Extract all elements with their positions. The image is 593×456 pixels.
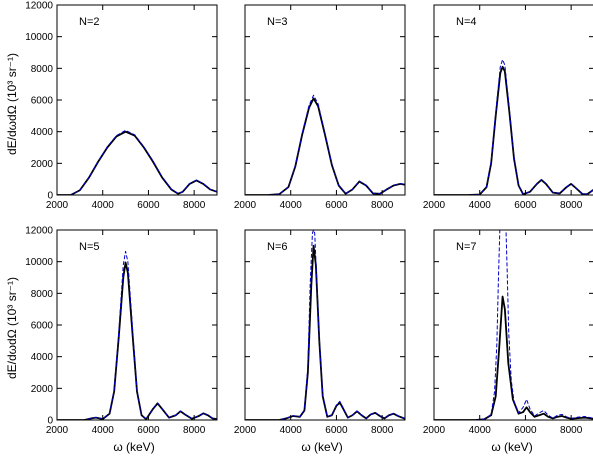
y-tick-label: 12000 [25, 1, 53, 12]
y-tick-label: 4000 [31, 127, 54, 138]
x-tick-label: 8000 [371, 200, 394, 211]
x-tick-label: 4000 [92, 200, 115, 211]
panel-5: 2000 4000 6000 8000 N=6 [234, 229, 406, 436]
x-tick-label: 8000 [183, 425, 206, 436]
x-tick-label: 8000 [560, 200, 583, 211]
y-tick-label: 6000 [31, 321, 54, 332]
x-axis-title-middle: ω (keV) [301, 440, 342, 454]
x-tick-label: 4000 [280, 425, 303, 436]
x-tick-label: 2000 [46, 425, 69, 436]
x-tick-label: 4000 [280, 200, 303, 211]
series-line-solid [57, 261, 217, 420]
x-tick-label: 2000 [234, 200, 257, 211]
series-line-dashed [434, 59, 593, 195]
series-line-dashed [57, 250, 217, 420]
x-tick-label: 4000 [469, 200, 492, 211]
panel-label: N=5 [79, 241, 100, 253]
series-line-solid [434, 295, 593, 420]
panel-4: 2000 4000 6000 8000020004000600080001000012… [25, 226, 218, 436]
y-axis-title-top: dE/dωdΩ (10³ sr⁻¹) [5, 53, 19, 155]
y-tick-label: 2000 [31, 159, 54, 170]
series-line-solid [245, 244, 405, 420]
y-tick-label: 8000 [31, 289, 54, 300]
x-axis-title-left: ω (keV) [113, 440, 154, 454]
panel-label: N=6 [267, 241, 288, 253]
x-tick-label: 2000 [423, 425, 446, 436]
x-axis-title-right: ω (keV) [491, 440, 532, 454]
series-line-dashed [57, 129, 217, 195]
y-tick-label: 6000 [31, 96, 54, 107]
x-tick-label: 6000 [137, 200, 160, 211]
series-line-dashed [245, 230, 405, 420]
series-line-dashed [434, 230, 593, 420]
y-tick-label: 10000 [25, 32, 53, 43]
panel-label: N=4 [456, 16, 477, 28]
x-tick-label: 8000 [183, 200, 206, 211]
y-tick-label: 4000 [31, 352, 54, 363]
x-tick-label: 6000 [514, 425, 537, 436]
x-tick-label: 2000 [423, 200, 446, 211]
panel-2: 2000 4000 6000 8000 N=3 [234, 4, 406, 211]
panel-label: N=2 [79, 16, 100, 28]
y-axis-title-bottom: dE/dωdΩ (10³ sr⁻¹) [5, 277, 19, 379]
y-tick-label: 0 [47, 191, 53, 202]
panel-label: N=7 [456, 241, 477, 253]
x-tick-label: 8000 [371, 425, 394, 436]
y-tick-label: 0 [47, 416, 53, 427]
x-tick-label: 8000 [560, 425, 583, 436]
panel-frame [56, 4, 218, 196]
x-tick-label: 2000 [46, 200, 69, 211]
series-line-solid [245, 97, 405, 195]
series-line-dashed [245, 94, 405, 195]
x-tick-label: 6000 [325, 425, 348, 436]
series-line-solid [57, 130, 217, 195]
x-tick-label: 4000 [469, 425, 492, 436]
x-tick-label: 6000 [137, 425, 160, 436]
panel-frame [244, 4, 406, 196]
panel-frame [433, 229, 593, 421]
x-tick-label: 6000 [325, 200, 348, 211]
panels-layer: 2000 4000 6000 8000020004000600080001000012… [25, 1, 593, 436]
x-tick-label: 6000 [514, 200, 537, 211]
y-tick-label: 2000 [31, 384, 54, 395]
x-tick-label: 4000 [92, 425, 115, 436]
panel-frame [244, 229, 406, 421]
y-tick-label: 12000 [25, 226, 53, 237]
series-line-solid [434, 65, 593, 195]
panel-frame [433, 4, 593, 196]
panel-label: N=3 [267, 16, 288, 28]
y-tick-label: 10000 [25, 257, 53, 268]
panel-6: 2000 4000 6000 8000 N=7 [423, 229, 593, 436]
panel-1: 2000 4000 6000 8000020004000600080001000012… [25, 1, 218, 211]
x-tick-label: 2000 [234, 425, 257, 436]
y-tick-label: 8000 [31, 64, 54, 75]
panel-3: 2000 4000 6000 8000 N=4 [423, 4, 593, 211]
